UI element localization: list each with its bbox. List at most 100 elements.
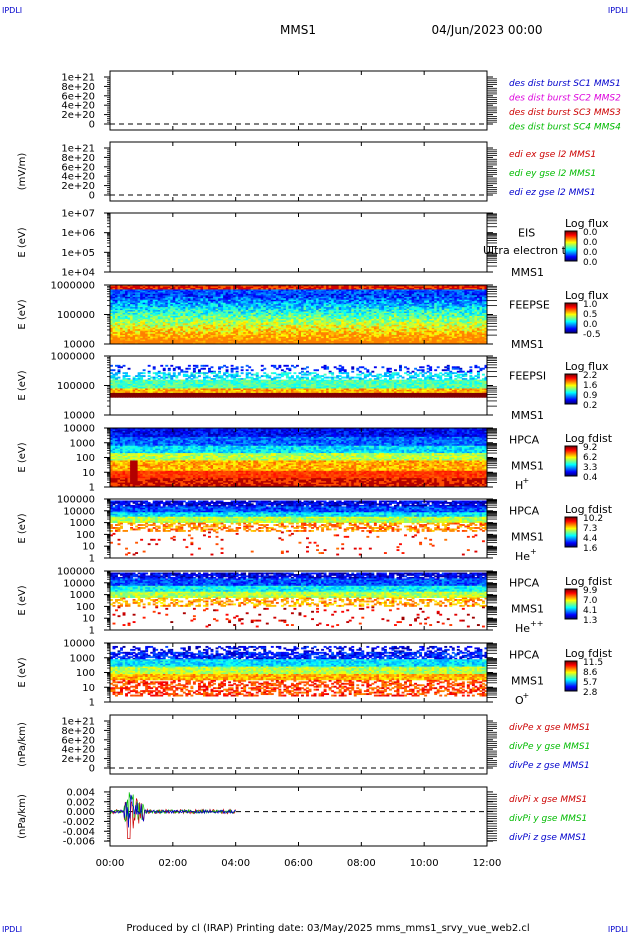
- spectrogram-cell: [165, 286, 169, 289]
- spectrogram-cell: [117, 307, 121, 310]
- spectrogram-cell: [172, 342, 176, 345]
- spectrogram-cell: [150, 335, 154, 338]
- spectrogram-cell: [165, 323, 169, 326]
- spectrogram-cell: [167, 310, 171, 312]
- spectrogram-cell: [132, 302, 136, 305]
- spectrogram-cell: [155, 289, 159, 292]
- spectrogram-cell: [172, 286, 176, 289]
- spectrogram-cell: [115, 304, 118, 307]
- spectrogram-cell: [175, 327, 179, 330]
- spectrogram-cell: [185, 298, 189, 301]
- spectrogram-cell: [160, 285, 164, 287]
- spectrogram-cell: [125, 339, 128, 342]
- spectrogram-cell: [182, 324, 186, 327]
- spectrogram-cell: [140, 313, 144, 315]
- spectrogram-cell: [167, 307, 171, 310]
- spectrogram-cell: [160, 295, 164, 298]
- spectrogram-cell: [142, 302, 146, 305]
- spectrogram-cell: [140, 305, 144, 308]
- spectrogram-cell: [127, 329, 131, 332]
- spectrogram-cell: [135, 335, 139, 338]
- spectrogram-cell: [150, 292, 154, 295]
- spectrogram-cell: [160, 336, 164, 339]
- spectrogram-cell: [120, 286, 123, 289]
- spectrogram-cell: [182, 313, 186, 315]
- spectrogram-cell: [130, 308, 134, 311]
- spectrogram-cell: [120, 321, 123, 324]
- spectrogram-cell: [137, 324, 141, 327]
- spectrogram-cell: [132, 341, 136, 343]
- spectrogram-cell: [155, 335, 159, 338]
- spectrogram-cell: [152, 315, 156, 318]
- y-tick-label: 2e+20: [61, 110, 95, 121]
- spectrogram-cell: [155, 330, 159, 333]
- spectrogram-cell: [145, 333, 149, 336]
- y-tick-label: 1e+07: [61, 209, 95, 220]
- spectrogram-cell: [125, 313, 128, 315]
- spectrogram-cell: [170, 318, 174, 321]
- spectrogram-cell: [140, 332, 144, 335]
- spectrogram-cell: [177, 327, 181, 330]
- spectrogram-cell: [122, 332, 126, 335]
- spectrogram-cell: [127, 335, 131, 338]
- spectrogram-cell: [150, 307, 154, 310]
- spectrogram-cell: [170, 302, 174, 305]
- spectrogram-cell: [137, 342, 141, 345]
- spectrogram-cell: [182, 287, 186, 290]
- spectrogram-cell: [132, 324, 136, 327]
- spectrogram-cell: [145, 341, 149, 343]
- spectrogram-cell: [150, 336, 154, 339]
- spectrogram-cell: [120, 290, 123, 293]
- spectrogram-cell: [185, 301, 189, 304]
- spectrogram-cell: [155, 342, 159, 345]
- spectrogram-cell: [185, 308, 189, 311]
- spectrogram-cell: [180, 302, 184, 305]
- spectrogram-cell: [182, 314, 186, 317]
- spectrogram-cell: [150, 338, 154, 340]
- spectrogram-cell: [150, 317, 154, 320]
- spectrogram-cell: [155, 314, 159, 317]
- spectrogram-cell: [157, 314, 161, 317]
- spectrogram-cell: [115, 296, 118, 299]
- spectrogram-cell: [150, 311, 154, 314]
- spectrogram-cell: [175, 336, 179, 339]
- spectrogram-cell: [122, 313, 126, 315]
- spectrogram-cell: [147, 335, 151, 338]
- spectrogram-cell: [120, 317, 123, 320]
- spectrogram-cell: [125, 318, 128, 321]
- spectrogram-cell: [137, 313, 141, 315]
- spectrogram-cell: [137, 317, 141, 320]
- spectrogram-cell: [160, 329, 164, 332]
- spectrogram-cell: [147, 313, 151, 315]
- spectrogram-cell: [175, 292, 179, 295]
- spectrogram-cell: [142, 285, 146, 287]
- spectrogram-cell: [132, 298, 136, 301]
- spectrogram-cell: [137, 286, 141, 289]
- spectrogram-cell: [122, 333, 126, 336]
- spectrogram-cell: [140, 335, 144, 338]
- spectrogram-cell: [160, 332, 164, 335]
- spectrogram-cell: [112, 333, 116, 336]
- y-tick-label: 1e+21: [61, 144, 95, 155]
- spectrogram-cell: [112, 317, 116, 320]
- spectrogram-cell: [175, 329, 179, 332]
- spectrogram-cell: [167, 315, 171, 318]
- spectrogram-cell: [125, 289, 128, 292]
- spectrogram-cell: [185, 329, 189, 332]
- spectrogram-cell: [127, 293, 131, 296]
- spectrogram-cell: [145, 293, 149, 296]
- spectrogram-cell: [150, 320, 154, 323]
- spectrogram-cell: [147, 342, 151, 345]
- spectrogram-cell: [160, 327, 164, 330]
- spectrogram-cell: [117, 289, 121, 292]
- spectrogram-cell: [120, 324, 123, 327]
- spectrogram-cell: [167, 330, 171, 333]
- spectrogram-cell: [127, 338, 131, 340]
- spectrogram-cell: [135, 317, 139, 320]
- spectrogram-cell: [160, 342, 164, 345]
- spectrogram-cell: [172, 323, 176, 326]
- y-tick-label: 8e+20: [61, 82, 95, 93]
- spectrogram-cell: [167, 290, 171, 293]
- spectrogram-cell: [170, 341, 174, 343]
